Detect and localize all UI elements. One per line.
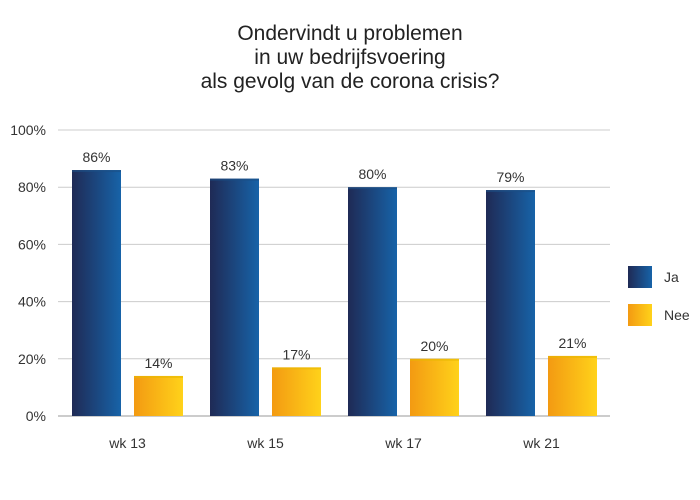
- legend-swatch-nee: [628, 304, 652, 326]
- bar-top-edge: [134, 375, 183, 378]
- y-tick-label: 60%: [18, 236, 46, 252]
- data-label: 21%: [558, 335, 586, 351]
- data-label: 80%: [358, 166, 386, 182]
- x-category-label: wk 17: [384, 435, 422, 451]
- bars: [72, 170, 597, 416]
- x-axis-categories: wk 13 wk 15 wk 17 wk 21: [108, 435, 560, 451]
- bar-nee-wk-13: [134, 375, 183, 416]
- data-label: 20%: [420, 338, 448, 354]
- bar-ja-wk-17: [348, 187, 397, 416]
- data-label: 17%: [282, 346, 310, 362]
- chart-title-line: in uw bedrijfsvoering: [254, 46, 445, 69]
- bar-nee-wk-15: [272, 367, 321, 416]
- bar-nee-wk-21: [548, 355, 597, 416]
- bar-ja-wk-15: [210, 178, 259, 416]
- x-category-label: wk 15: [246, 435, 284, 451]
- bar-nee-wk-17: [410, 358, 459, 416]
- y-tick-label: 80%: [18, 179, 46, 195]
- bar-ja-wk-13: [72, 170, 121, 416]
- bar-top-edge: [548, 355, 597, 358]
- y-tick-label: 100%: [10, 122, 46, 138]
- x-category-label: wk 13: [108, 435, 146, 451]
- x-category-label: wk 21: [522, 435, 560, 451]
- y-tick-label: 40%: [18, 294, 46, 310]
- data-labels: 86% 14% 83% 17% 80% 20% 79% 21%: [82, 149, 586, 371]
- legend-label: Nee: [664, 307, 690, 323]
- legend-swatch-ja: [628, 266, 652, 288]
- bar-top-edge: [486, 190, 535, 193]
- bar-top-edge: [272, 367, 321, 370]
- data-label: 83%: [220, 158, 248, 174]
- legend: Ja Nee: [628, 266, 690, 326]
- bar-top-edge: [210, 178, 259, 181]
- y-tick-label: 0%: [26, 408, 46, 424]
- legend-label: Ja: [664, 269, 679, 285]
- bar-top-edge: [410, 358, 459, 361]
- bar-top-edge: [348, 187, 397, 190]
- y-tick-label: 20%: [18, 351, 46, 367]
- chart-title-line: Ondervindt u problemen: [237, 22, 462, 45]
- data-label: 14%: [144, 355, 172, 371]
- bar-ja-wk-21: [486, 190, 535, 416]
- data-label: 86%: [82, 149, 110, 165]
- chart-title-line: als gevolg van de corona crisis?: [201, 70, 500, 93]
- data-label: 79%: [496, 169, 524, 185]
- y-axis-ticks: 0% 20% 40% 60% 80% 100%: [10, 122, 46, 424]
- bar-top-edge: [72, 170, 121, 173]
